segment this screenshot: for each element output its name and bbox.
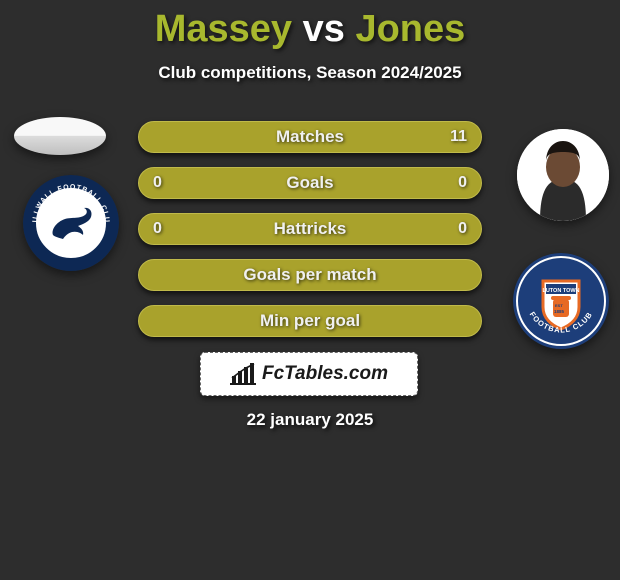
comparison-date: 22 january 2025 bbox=[0, 410, 620, 430]
player-avatar-left bbox=[14, 117, 106, 155]
stat-label: Hattricks bbox=[274, 219, 347, 239]
stat-label: Min per goal bbox=[260, 311, 360, 331]
stat-row-goals: 0 Goals 0 bbox=[138, 167, 482, 199]
svg-text:1885: 1885 bbox=[554, 309, 565, 314]
brand-text: FcTables.com bbox=[262, 363, 388, 385]
svg-text:EST: EST bbox=[555, 303, 563, 308]
brand-box[interactable]: FcTables.com bbox=[200, 352, 418, 396]
stat-label: Goals bbox=[286, 173, 333, 193]
title-vs: vs bbox=[303, 8, 345, 50]
bar-chart-icon bbox=[230, 363, 256, 385]
stat-label: Matches bbox=[276, 127, 344, 147]
stat-row-hattricks: 0 Hattricks 0 bbox=[138, 213, 482, 245]
player-avatar-right bbox=[517, 129, 609, 221]
stat-rows: Matches 11 0 Goals 0 0 Hattricks 0 Goals… bbox=[138, 121, 482, 351]
stat-left-value: 0 bbox=[153, 174, 162, 192]
title-left-name: Massey bbox=[155, 8, 292, 50]
stat-right-value: 11 bbox=[450, 128, 467, 146]
club-crest-right: LUTON TOWN EST 1885 FOOTBALL CLUB bbox=[513, 253, 609, 349]
stat-row-matches: Matches 11 bbox=[138, 121, 482, 153]
stat-right-value: 0 bbox=[458, 220, 467, 238]
stat-left-value: 0 bbox=[153, 220, 162, 238]
title-right-name: Jones bbox=[355, 8, 465, 50]
stat-label: Goals per match bbox=[243, 265, 376, 285]
stat-row-goals-per-match: Goals per match bbox=[138, 259, 482, 291]
svg-text:1885: 1885 bbox=[62, 247, 80, 256]
stat-right-value: 0 bbox=[458, 174, 467, 192]
comparison-subtitle: Club competitions, Season 2024/2025 bbox=[0, 63, 620, 83]
club-crest-left: 1885 MILLWALL FOOTBALL CLUB bbox=[23, 175, 119, 271]
svg-text:LUTON TOWN: LUTON TOWN bbox=[542, 288, 579, 294]
comparison-title: Massey vs Jones bbox=[0, 0, 620, 51]
stat-row-min-per-goal: Min per goal bbox=[138, 305, 482, 337]
